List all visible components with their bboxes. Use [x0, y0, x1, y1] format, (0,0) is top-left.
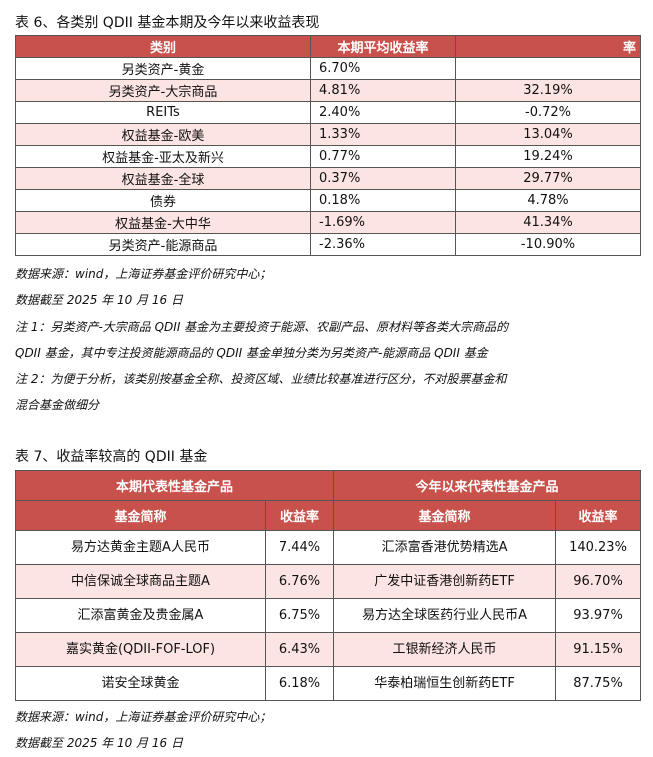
row: 另类资产-大宗商品 4.81% 32.19%: [15, 79, 641, 102]
cell: 债券: [15, 189, 311, 212]
group-header-cell: 今年以来代表性基金产品: [333, 470, 642, 501]
row: 权益基金-亚太及新兴 0.77% 19.24%: [15, 145, 641, 168]
note: 数据来源：wind，上海证券基金评价研究中心；: [15, 710, 272, 724]
cell: -2.36%: [310, 233, 456, 256]
cell: 1.33%: [310, 123, 456, 146]
row: 另类资产-能源商品 -2.36% -10.90%: [15, 233, 641, 256]
cell: 19.24%: [455, 145, 641, 168]
row: 权益基金-全球 0.37% 29.77%: [15, 167, 641, 190]
cell: 诺安全球黄金: [15, 666, 266, 701]
cell: 权益基金-亚太及新兴: [15, 145, 311, 168]
cell: 中信保诚全球商品主题A: [15, 564, 266, 599]
cell: 32.19%: [455, 79, 641, 102]
note: 注 1：另类资产-大宗商品 QDII 基金为主要投资于能源、农副产品、原材料等各…: [15, 320, 509, 334]
cell: -0.72%: [455, 101, 641, 124]
header-cell: 收益率: [264, 500, 335, 531]
cell: 2.40%: [310, 101, 456, 124]
row: 债券 0.18% 4.78%: [15, 189, 641, 212]
cell: 另类资产-黄金: [15, 57, 311, 80]
cell: 6.70%: [310, 57, 456, 80]
cell: 0.37%: [310, 167, 456, 190]
row: REITs 2.40% -0.72%: [15, 101, 641, 124]
header-row: 基金简称 收益率 基金简称 收益率: [15, 500, 642, 531]
header-cell: 基金简称: [15, 500, 266, 531]
cell: REITs: [15, 101, 311, 124]
row: 另类资产-黄金 6.70%: [15, 57, 641, 80]
note: 数据截至 2025 年 10 月 16 日: [15, 736, 183, 750]
row: 权益基金-大中华 -1.69% 41.34%: [15, 211, 641, 234]
cell: 41.34%: [455, 211, 641, 234]
cell: 汇添富黄金及贵金属A: [15, 598, 266, 633]
note: 数据截至 2025 年 10 月 16 日: [15, 293, 183, 307]
cell: 工银新经济人民币: [333, 632, 557, 667]
note: 数据来源：wind，上海证券基金评价研究中心；: [15, 267, 272, 281]
cell: -10.90%: [455, 233, 641, 256]
table: 本期代表性基金产品 今年以来代表性基金产品 基金简称 收益率 基金简称 收益率 易方达黄金主…: [14, 470, 642, 701]
cell: 6.43%: [264, 632, 335, 667]
cell: 另类资产-能源商品: [15, 233, 311, 256]
group-header-row: 本期代表性基金产品 今年以来代表性基金产品: [14, 470, 642, 501]
header-cell: 收益率: [555, 500, 642, 531]
cell: 6.76%: [264, 564, 335, 599]
header-row: 类别 本期平均收益率率: [15, 35, 641, 58]
cell: 易方达黄金主题A人民币: [15, 530, 266, 565]
cell: 13.04%: [455, 123, 641, 146]
row: 诺安全球黄金 6.18% 华泰柏瑞恒生创新药ETF 87.75%: [15, 666, 642, 701]
cell: 96.70%: [555, 564, 642, 599]
cell: 7.44%: [264, 530, 335, 565]
cell: 6.18%: [264, 666, 335, 701]
table-title: 表 7、收益率较高的 QDII 基金: [15, 449, 208, 465]
cell: 嘉实黄金(QDII-FOF-LOF): [15, 632, 266, 667]
cell: 权益基金-大中华: [15, 211, 311, 234]
cell: 91.15%: [555, 632, 642, 667]
cell: 4.81%: [310, 79, 456, 102]
cell: 0.77%: [310, 145, 456, 168]
cell: 6.75%: [264, 598, 335, 633]
cell: 93.97%: [555, 598, 642, 633]
cell: 29.77%: [455, 167, 641, 190]
row: 易方达黄金主题A人民币 7.44% 汇添富香港优势精选A 140.23%: [15, 530, 642, 565]
cell: 广发中证香港创新药ETF: [333, 564, 557, 599]
note: QDII 基金，其中专注投资能源商品的 QDII 基金单独分类为另类资产-能源商…: [15, 346, 488, 360]
row: 汇添富黄金及贵金属A 6.75% 易方达全球医药行业人民币A 93.97%: [15, 598, 642, 633]
cell: -1.69%: [310, 211, 456, 234]
row: 权益基金-欧美 1.33% 13.04%: [15, 123, 641, 146]
cell: 汇添富香港优势精选A: [333, 530, 557, 565]
row: 嘉实黄金(QDII-FOF-LOF) 6.43% 工银新经济人民币 91.15%: [15, 632, 642, 667]
cell: 权益基金-欧美: [15, 123, 311, 146]
cell: 4.78%: [455, 189, 641, 212]
header-cell: 本期平均收益率: [310, 35, 456, 58]
header-cell: 类别: [15, 35, 311, 58]
cell: [455, 57, 641, 80]
header-cell: 基金简称: [333, 500, 557, 531]
cell: 权益基金-全球: [15, 167, 311, 190]
header-cell: 率: [455, 35, 641, 58]
cell: 另类资产-大宗商品: [15, 79, 311, 102]
note: 注 2：为便于分析，该类别按基金全称、投资区域、业绩比较基准进行区分，不对股票基…: [15, 372, 507, 386]
cell: 易方达全球医药行业人民币A: [333, 598, 557, 633]
note: 混合基金做细分: [15, 398, 100, 412]
table-title: 表 6、各类别 QDII 基金本期及今年以来收益表现: [15, 15, 320, 31]
cell: 0.18%: [310, 189, 456, 212]
group-header-cell: 本期代表性基金产品: [14, 470, 335, 501]
cell: 87.75%: [555, 666, 642, 701]
table: 类别 本期平均收益率率另类资产-黄金 6.70% 另类资产-大宗商品 4.81% 32.1…: [15, 35, 641, 256]
cell: 140.23%: [555, 530, 642, 565]
cell: 华泰柏瑞恒生创新药ETF: [333, 666, 557, 701]
row: 中信保诚全球商品主题A 6.76% 广发中证香港创新药ETF 96.70%: [15, 564, 642, 599]
